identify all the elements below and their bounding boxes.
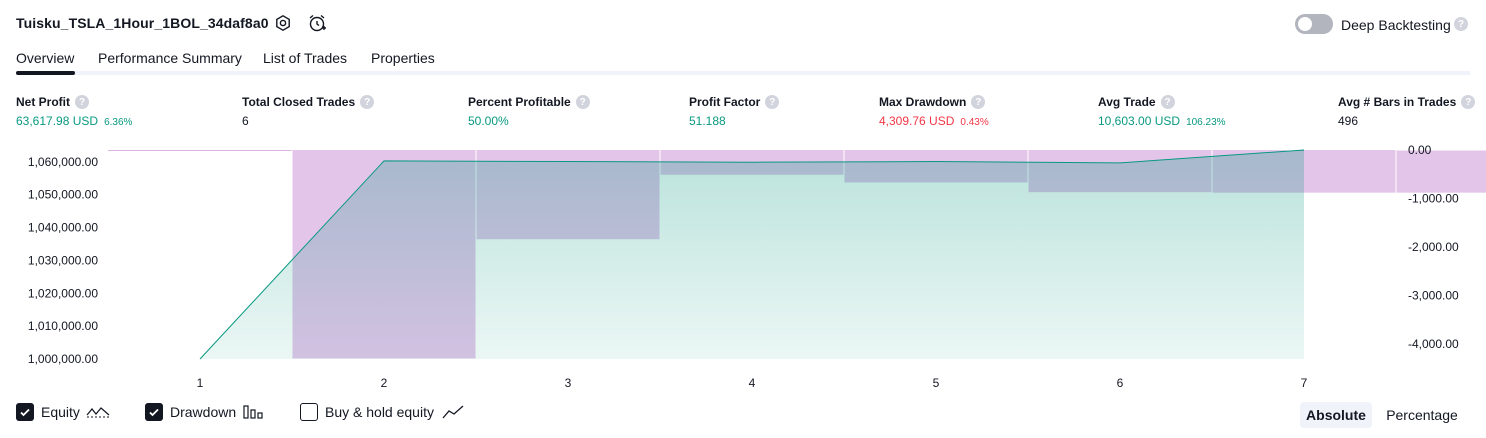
- checkmark-icon: [20, 408, 30, 417]
- legend-equity-toggle[interactable]: Equity: [16, 403, 110, 421]
- metric-profit-factor-value: 51.188: [689, 114, 726, 128]
- metric-total-closed-trades-value: 6: [242, 114, 249, 128]
- tab-overview[interactable]: Overview: [16, 50, 75, 66]
- right-axis-tick-label: 0.00: [1408, 143, 1432, 157]
- drawdown-bar[interactable]: [1395, 149, 1486, 194]
- metric-percent-profitable-label: Percent Profitable?: [468, 95, 590, 109]
- add-alert-button[interactable]: [307, 13, 327, 33]
- legend-buy-hold-toggle[interactable]: Buy & hold equity: [300, 403, 464, 421]
- info-icon[interactable]: ?: [360, 95, 375, 109]
- drawdown-bars-icon: [243, 405, 263, 419]
- legend-drawdown-toggle[interactable]: Drawdown: [145, 403, 263, 421]
- legend-buy-hold-label: Buy & hold equity: [325, 404, 434, 420]
- x-axis-tick-label: 2: [381, 376, 388, 390]
- metric-net-profit-value: 63,617.98 USD 6.36%: [16, 114, 133, 128]
- legend-equity-label: Equity: [41, 404, 80, 420]
- deep-backtesting-help-icon[interactable]: ?: [1454, 17, 1468, 31]
- tab-list-of-trades[interactable]: List of Trades: [263, 50, 348, 66]
- metric-avg-bars-label: Avg # Bars in Trades?: [1338, 95, 1476, 109]
- metric-max-drawdown-label: Max Drawdown?: [879, 95, 986, 109]
- left-axis-tick-label: 1,020,000.00: [28, 286, 98, 300]
- info-icon[interactable]: ?: [971, 95, 986, 109]
- info-icon[interactable]: ?: [1160, 95, 1175, 109]
- left-axis-tick-label: 1,040,000.00: [28, 221, 98, 235]
- tabs-divider: [16, 71, 1470, 75]
- tab-properties[interactable]: Properties: [371, 50, 435, 66]
- gear-icon: [276, 14, 290, 32]
- right-axis-tick-label: -1,000.00: [1408, 191, 1459, 205]
- x-axis-tick-label: 7: [1301, 376, 1308, 390]
- right-axis-tick-label: -3,000.00: [1408, 288, 1459, 302]
- alarm-clock-plus-icon: [309, 14, 326, 32]
- deep-backtesting-toggle[interactable]: [1295, 14, 1333, 34]
- left-axis-tick-label: 1,050,000.00: [28, 188, 98, 202]
- buy-hold-line-icon: [442, 405, 464, 419]
- right-axis-tick-label: -4,000.00: [1408, 337, 1459, 351]
- absolute-scale-button[interactable]: Absolute: [1300, 402, 1372, 428]
- checkmark-icon: [149, 408, 159, 417]
- left-axis-tick-label: 1,010,000.00: [28, 319, 98, 333]
- left-axis-tick-label: 1,000,000.00: [28, 352, 98, 366]
- info-icon[interactable]: ?: [1461, 95, 1476, 109]
- metric-avg-trade-value: 10,603.00 USD 106.23%: [1098, 114, 1226, 128]
- left-axis-tick-label: 1,030,000.00: [28, 253, 98, 267]
- equity-area: [200, 150, 1304, 359]
- x-axis-tick-label: 1: [197, 376, 204, 390]
- legend-drawdown-label: Drawdown: [170, 404, 237, 420]
- tab-performance-summary[interactable]: Performance Summary: [98, 50, 242, 66]
- drawdown-checkbox[interactable]: [145, 403, 163, 421]
- metric-total-closed-trades-label: Total Closed Trades?: [242, 95, 375, 109]
- metric-percent-profitable-value: 50.00%: [468, 114, 509, 128]
- info-icon[interactable]: ?: [765, 95, 780, 109]
- settings-button[interactable]: [273, 13, 293, 33]
- x-axis-tick-label: 3: [565, 376, 572, 390]
- x-axis-tick-label: 5: [933, 376, 940, 390]
- right-axis-tick-label: -2,000.00: [1408, 240, 1459, 254]
- metric-avg-trade-label: Avg Trade?: [1098, 95, 1175, 109]
- deep-backtesting-label: Deep Backtesting: [1341, 17, 1451, 33]
- x-axis-tick-label: 6: [1117, 376, 1124, 390]
- equity-checkbox[interactable]: [16, 403, 34, 421]
- metric-net-profit-label: Net Profit?: [16, 95, 89, 109]
- equity-line[interactable]: [199, 149, 1305, 360]
- metric-profit-factor-label: Profit Factor?: [689, 95, 780, 109]
- percentage-scale-button[interactable]: Percentage: [1386, 407, 1458, 423]
- active-tab-indicator: [16, 71, 75, 75]
- left-axis-tick-label: 1,060,000.00: [28, 155, 98, 169]
- strategy-title: Tuisku_TSLA_1Hour_1BOL_34daf8a0: [16, 15, 269, 31]
- toggle-knob: [1298, 17, 1312, 31]
- metric-max-drawdown-value: 4,309.76 USD 0.43%: [879, 114, 989, 128]
- metric-avg-bars-value: 496: [1338, 114, 1359, 128]
- x-axis-tick-label: 4: [749, 376, 756, 390]
- info-icon[interactable]: ?: [575, 95, 590, 109]
- info-icon[interactable]: ?: [75, 95, 89, 109]
- equity-drawdown-chart[interactable]: 1,060,000.00 1,050,000.00 1,040,000.00 1,03…: [0, 140, 1486, 395]
- buy-hold-checkbox[interactable]: [300, 403, 318, 421]
- equity-line-icon: [86, 407, 110, 418]
